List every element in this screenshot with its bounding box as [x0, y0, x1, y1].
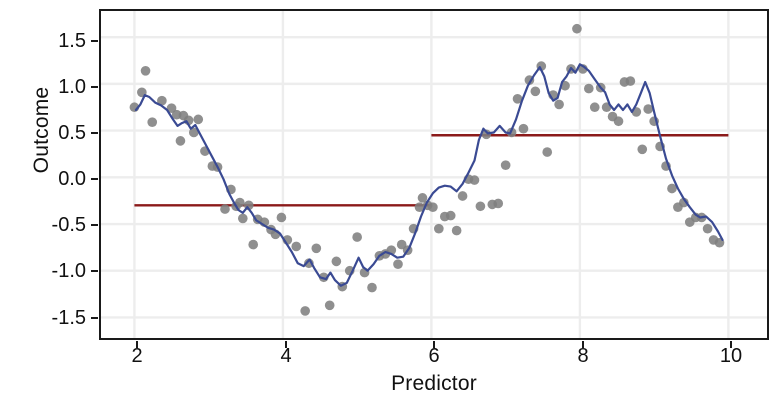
y-tick-mark — [91, 270, 98, 272]
x-tick-label: 4 — [280, 345, 292, 367]
x-tick-mark — [285, 341, 287, 348]
x-tick-mark — [136, 341, 138, 348]
smooth-fit-line — [134, 63, 724, 287]
x-tick-label: 10 — [719, 345, 743, 367]
x-axis-title: Predictor — [391, 372, 477, 395]
y-tick-mark — [91, 86, 98, 88]
y-axis-tick-labels: 1.5 1.0 0.5 0.0 -0.5 -1.0 -1.5 — [8, 0, 86, 406]
y-tick-label: -1.0 — [51, 260, 86, 282]
y-tick-label: -0.5 — [51, 214, 86, 236]
x-tick-mark — [730, 341, 732, 348]
y-tick-label: 1.0 — [58, 76, 86, 98]
y-tick-label: 0.5 — [58, 122, 86, 144]
x-tick-label: 8 — [577, 345, 589, 367]
y-tick-mark — [91, 178, 98, 180]
plot-area — [99, 9, 769, 340]
x-tick-mark — [433, 341, 435, 348]
y-tick-label: -1.5 — [51, 307, 86, 329]
y-tick-mark — [91, 132, 98, 134]
x-tick-label: 6 — [428, 345, 440, 367]
x-tick-label: 2 — [131, 345, 143, 367]
y-tick-label: 1.5 — [58, 30, 86, 52]
y-tick-mark — [91, 40, 98, 42]
x-tick-mark — [582, 341, 584, 348]
y-tick-mark — [91, 317, 98, 319]
chart-canvas — [101, 11, 767, 338]
y-tick-mark — [91, 224, 98, 226]
grid-lines — [101, 11, 767, 338]
y-tick-label: 0.0 — [58, 168, 86, 190]
